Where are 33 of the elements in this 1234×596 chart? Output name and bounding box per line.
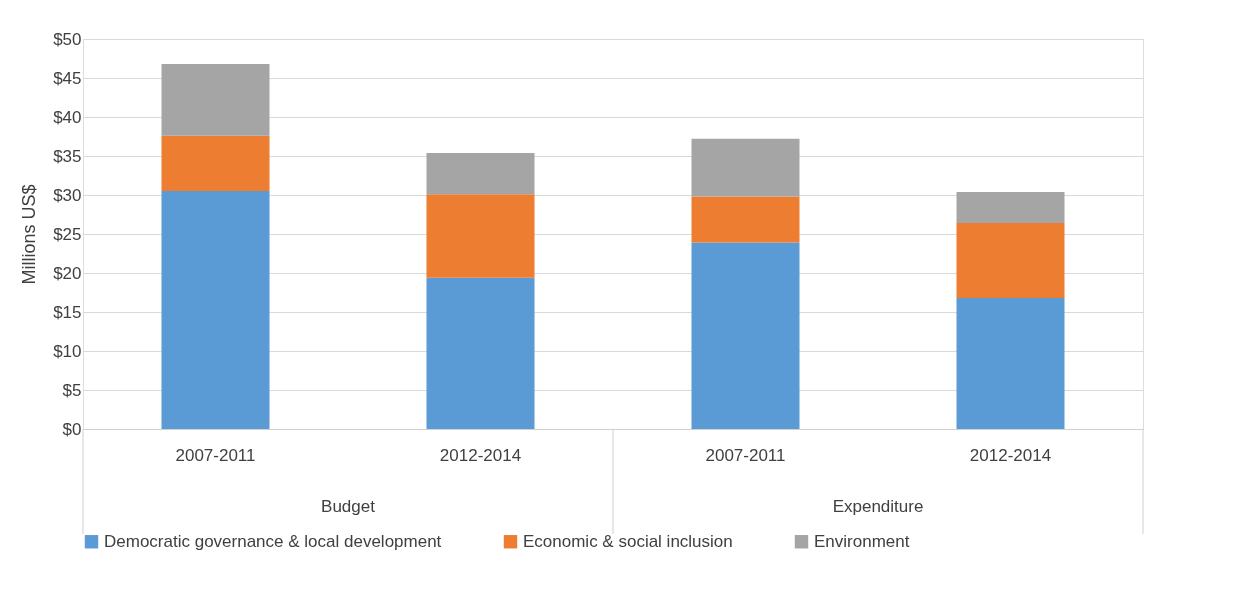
legend-label: Democratic governance & local development bbox=[104, 531, 442, 551]
legend-label: Economic & social inclusion bbox=[523, 531, 733, 551]
text: Expenditure bbox=[832, 497, 924, 516]
y-tick-label: $30 bbox=[53, 185, 82, 205]
bar bbox=[426, 194, 535, 278]
x-tick-label: 2007-2011 bbox=[705, 445, 786, 465]
x-tick-label: 2012-2014 bbox=[439, 445, 522, 465]
legend-label: Environment bbox=[814, 531, 910, 551]
bar bbox=[956, 191, 1065, 224]
y-tick-label: $20 bbox=[53, 263, 82, 283]
y-tick-label: $50 bbox=[53, 29, 82, 49]
bar bbox=[691, 242, 800, 429]
bar bbox=[691, 138, 800, 197]
bar bbox=[161, 135, 270, 192]
x-tick-label: 2007-2011 bbox=[175, 445, 256, 465]
y-tick-label: $10 bbox=[53, 341, 82, 361]
bar bbox=[161, 191, 270, 429]
y-tick-label: $5 bbox=[62, 380, 82, 400]
bar bbox=[426, 152, 535, 195]
y-tick-label: $45 bbox=[53, 68, 82, 88]
bar bbox=[426, 277, 535, 429]
y-tick-label: $15 bbox=[53, 302, 82, 322]
y-tick-label: $25 bbox=[53, 224, 82, 244]
text: Budget bbox=[321, 497, 376, 516]
y-tick-label: $40 bbox=[53, 107, 82, 127]
bar bbox=[956, 297, 1065, 429]
y-axis-title: Millions US$ bbox=[19, 184, 40, 285]
bar bbox=[161, 63, 270, 136]
bar bbox=[956, 223, 1065, 298]
y-tick-label: $35 bbox=[53, 146, 82, 166]
x-tick-label: 2012-2014 bbox=[969, 445, 1052, 465]
bar bbox=[691, 196, 800, 243]
y-tick-label: $0 bbox=[62, 419, 82, 439]
